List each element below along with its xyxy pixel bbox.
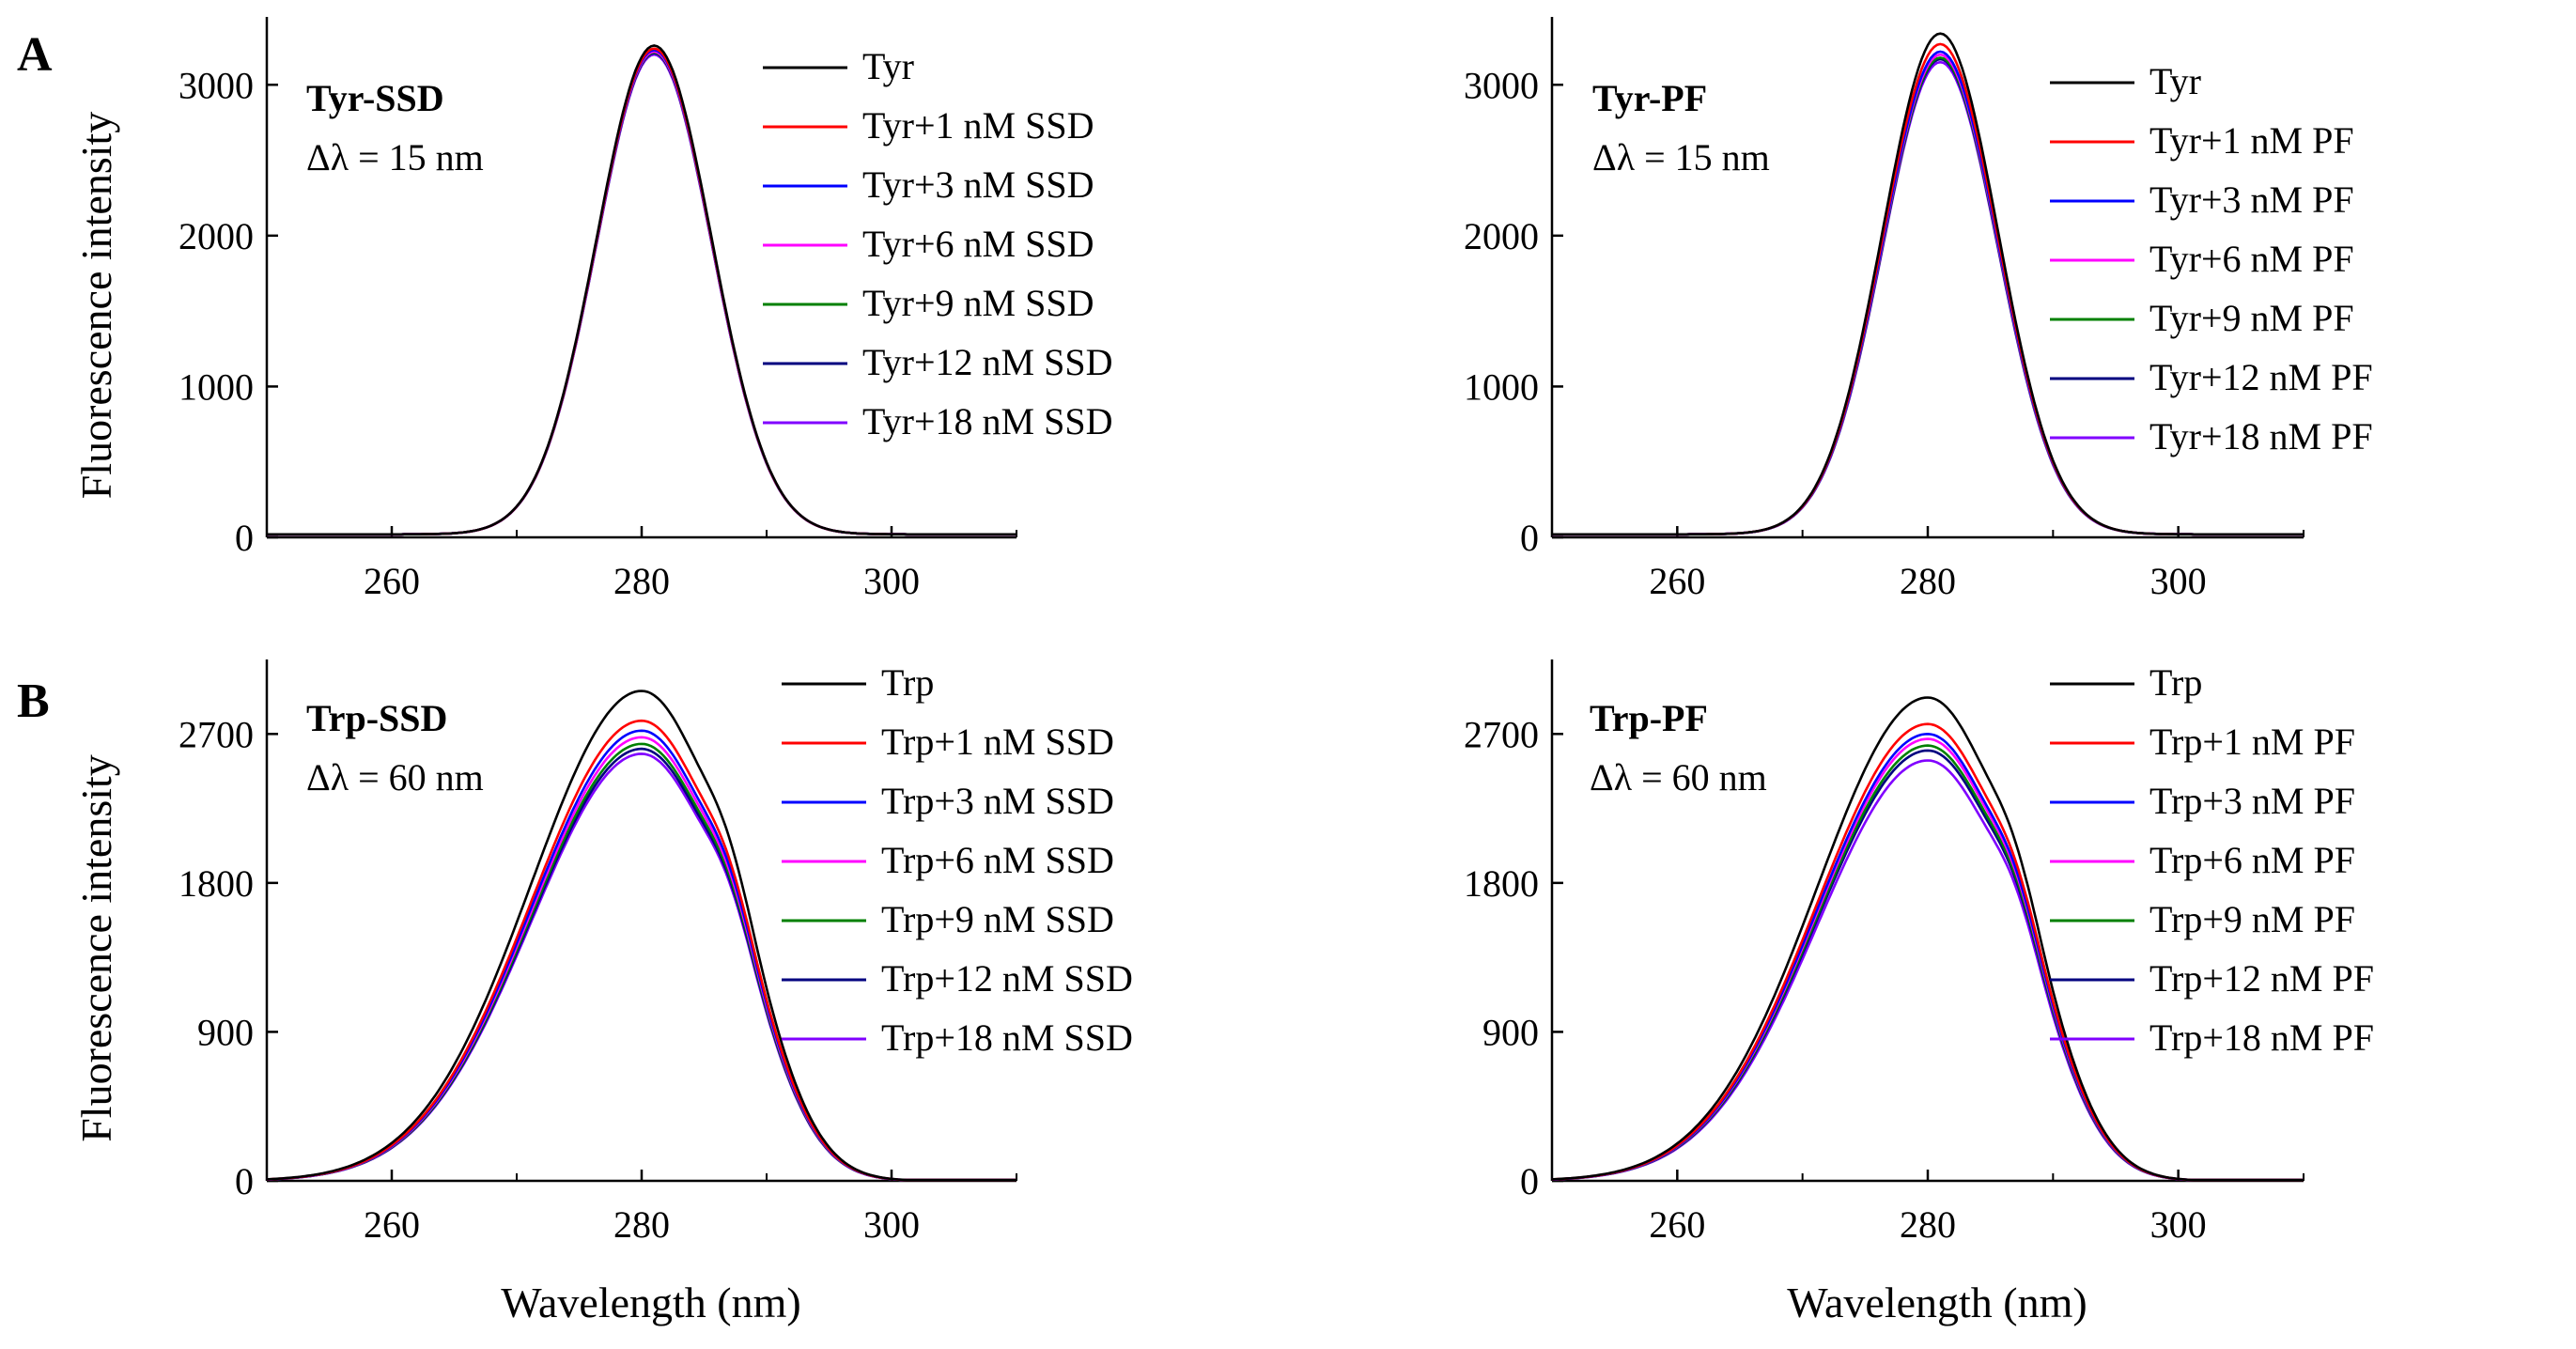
legend-label: Tyr+1 nM PF — [2149, 119, 2354, 162]
y-tick-label: 1800 — [178, 862, 254, 905]
y-tick-label: 0 — [1520, 517, 1539, 559]
panel-subtitle: Δλ = 15 nm — [1592, 136, 1770, 178]
legend-label: Tyr — [862, 45, 914, 87]
legend-label: Trp — [2149, 661, 2202, 704]
panel-title: Tyr-PF — [1592, 77, 1707, 119]
legend-label: Tyr+1 nM SSD — [862, 104, 1094, 147]
legend-label: Trp+3 nM PF — [2149, 780, 2355, 822]
x-tick-label: 260 — [364, 560, 420, 602]
legend-label: Tyr+9 nM SSD — [862, 282, 1094, 324]
series-line — [267, 44, 1016, 536]
x-tick-label: 260 — [364, 1203, 420, 1246]
y-tick-label: 1000 — [178, 365, 254, 408]
legend-label: Tyr+9 nM PF — [2149, 297, 2354, 339]
y-tick-label: 2000 — [178, 215, 254, 257]
x-tick-label: 280 — [613, 560, 670, 602]
legend-label: Trp+9 nM SSD — [881, 898, 1114, 940]
x-tick-label: 300 — [863, 1203, 920, 1246]
series-line — [1551, 696, 2304, 1182]
y-tick-label: 1000 — [1464, 365, 1539, 408]
y-tick-label: 3000 — [178, 64, 254, 106]
x-axis-title: Wavelength (nm) — [1787, 1279, 2087, 1326]
panel-title: Trp-PF — [1590, 697, 1708, 739]
y-tick-label: 2000 — [1464, 215, 1539, 257]
panel-letter: B — [17, 674, 50, 728]
legend-label: Trp — [881, 661, 934, 704]
y-axis-title: Fluorescence intensity — [72, 754, 120, 1142]
legend-label: Tyr — [2149, 60, 2201, 102]
y-tick-label: 3000 — [1464, 64, 1539, 106]
y-tick-label: 900 — [1482, 1011, 1539, 1053]
legend-label: Tyr+12 nM PF — [2149, 356, 2373, 398]
legend-label: Tyr+6 nM SSD — [862, 223, 1094, 265]
panel-subtitle: Δλ = 60 nm — [1590, 756, 1767, 799]
legend-label: Trp+3 nM SSD — [881, 780, 1114, 822]
x-tick-label: 280 — [1900, 1203, 1956, 1246]
x-tick-label: 260 — [1649, 1203, 1705, 1246]
legend-label: Trp+9 nM PF — [2149, 898, 2355, 940]
panel-4: 260 280 300 0 900 1800 2700 Wavelength (nm) Trp-… — [1464, 659, 2374, 1326]
x-tick-label: 300 — [2150, 560, 2207, 602]
series-line — [1552, 32, 2304, 536]
x-axis-title: Wavelength (nm) — [501, 1279, 800, 1326]
legend-label: Tyr+3 nM PF — [2149, 178, 2354, 221]
panel-title: Tyr-SSD — [306, 77, 444, 119]
legend-label: Trp+12 nM SSD — [881, 957, 1133, 1000]
panel-subtitle: Δλ = 15 nm — [306, 136, 484, 178]
y-tick-label: 0 — [1520, 1160, 1539, 1202]
x-tick-label: 280 — [1900, 560, 1956, 602]
series-line — [266, 690, 1016, 1182]
panel-3: 260 280 300 0 900 1800 2700 Fluorescence intens… — [17, 659, 1133, 1326]
x-tick-label: 260 — [1649, 560, 1705, 602]
legend-label: Tyr+3 nM SSD — [862, 163, 1094, 206]
legend-label: Trp+12 nM PF — [2149, 957, 2374, 1000]
y-axis-title: Fluorescence intensity — [72, 112, 120, 500]
y-tick-label: 1800 — [1464, 862, 1539, 905]
legend-label: Tyr+18 nM SSD — [862, 400, 1112, 442]
legend-label: Tyr+6 nM PF — [2149, 238, 2354, 280]
x-tick-label: 300 — [2150, 1203, 2207, 1246]
y-tick-label: 0 — [235, 517, 254, 559]
legend-label: Tyr+18 nM PF — [2149, 415, 2373, 457]
legend-label: Trp+1 nM PF — [2149, 721, 2355, 763]
panel-subtitle: Δλ = 60 nm — [306, 756, 484, 799]
panel-title: Trp-SSD — [306, 697, 447, 739]
y-tick-label: 2700 — [1464, 713, 1539, 755]
x-tick-label: 300 — [863, 560, 920, 602]
legend-label: Trp+6 nM PF — [2149, 839, 2355, 881]
legend-label: Tyr+12 nM SSD — [862, 341, 1112, 383]
panel-letter: A — [17, 28, 53, 82]
legend-label: Trp+1 nM SSD — [881, 721, 1114, 763]
x-tick-label: 280 — [613, 1203, 670, 1246]
y-tick-label: 900 — [197, 1011, 254, 1053]
y-tick-label: 2700 — [178, 713, 254, 755]
legend-label: Trp+18 nM PF — [2149, 1016, 2374, 1059]
y-tick-label: 0 — [235, 1160, 254, 1202]
legend-label: Trp+18 nM SSD — [881, 1016, 1133, 1059]
legend-label: Trp+6 nM SSD — [881, 839, 1114, 881]
